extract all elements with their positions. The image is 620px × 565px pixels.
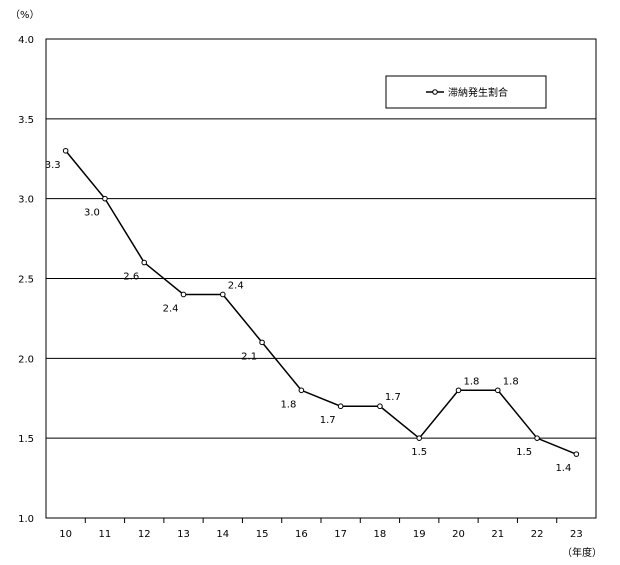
x-tick-label: 23 (570, 529, 583, 540)
data-point (298, 387, 305, 394)
data-point (102, 195, 108, 202)
data-point (534, 435, 540, 441)
data-point (377, 403, 383, 410)
data-label: 1.4 (555, 463, 571, 474)
plot-area-frame (45, 38, 597, 519)
y-tick-label: 3.5 (18, 115, 34, 126)
x-tick-label: 13 (177, 529, 190, 540)
data-point (259, 339, 265, 346)
data-point (455, 387, 462, 394)
data-label: 2.4 (163, 303, 179, 314)
x-tick-label: 16 (295, 529, 308, 540)
data-label: 3.3 (45, 160, 61, 171)
legend: 滞納発生割合 (385, 75, 547, 109)
data-label: 3.0 (84, 208, 100, 219)
x-tick-label: 11 (99, 529, 112, 540)
x-tick-label: 14 (216, 529, 229, 540)
data-labels: 3.3 3.0 2.6 2.4 2.4 2.1 1.8 1.7 1.7 1.5 1.8 1.8 1.5 1… (45, 160, 572, 474)
y-tick-label: 1.0 (18, 514, 34, 525)
x-tick-label: 19 (413, 529, 426, 540)
data-point (141, 259, 148, 266)
y-unit-label: （%） (10, 9, 40, 21)
data-point (62, 147, 69, 154)
data-label: 2.1 (241, 351, 257, 362)
x-axis-ticks: 10 11 12 13 14 15 16 17 18 19 20 21 22 23 (59, 518, 583, 540)
data-point (494, 387, 501, 394)
y-tick-label: 2.5 (18, 275, 34, 286)
y-tick-label: 2.0 (18, 354, 34, 365)
x-tick-label: 20 (452, 529, 465, 540)
x-tick-label: 17 (334, 529, 347, 540)
data-label: 2.4 (228, 280, 244, 291)
legend-marker (432, 89, 438, 95)
data-label: 1.5 (516, 447, 532, 458)
data-point (416, 435, 423, 441)
data-point (180, 291, 187, 298)
y-tick-label: 1.5 (18, 434, 34, 445)
x-tick-label: 12 (138, 529, 151, 540)
y-tick-label: 3.0 (18, 195, 34, 206)
data-label: 1.7 (320, 415, 336, 426)
x-unit-label: （年度） (562, 546, 602, 559)
series-layer (62, 147, 580, 457)
data-label: 2.6 (123, 272, 139, 283)
data-point (219, 291, 226, 298)
data-label: 1.5 (411, 447, 427, 458)
x-tick-label: 18 (374, 529, 387, 540)
data-point (337, 403, 344, 410)
x-tick-label: 15 (256, 529, 269, 540)
data-label: 1.8 (464, 376, 480, 387)
data-label: 1.8 (503, 376, 519, 387)
x-tick-label: 10 (59, 529, 72, 540)
x-tick-label: 22 (531, 529, 544, 540)
y-axis-ticks: 1.0 1.5 2.0 2.5 3.0 3.5 4.0 (18, 35, 34, 525)
series-line (65, 150, 577, 455)
x-tick-label: 21 (491, 529, 504, 540)
gridlines (46, 118, 596, 439)
legend-box (385, 75, 547, 109)
legend-label: 滞納発生割合 (448, 86, 508, 99)
y-tick-label: 4.0 (18, 35, 34, 46)
data-label: 1.7 (385, 392, 401, 403)
data-label: 1.8 (280, 399, 296, 410)
data-point (573, 451, 580, 457)
